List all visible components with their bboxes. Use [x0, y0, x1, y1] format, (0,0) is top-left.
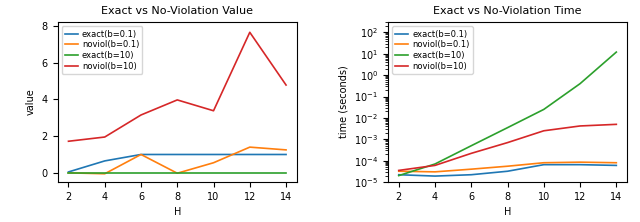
exact(b=10) — [65, 172, 72, 174]
exact(b=0.1) — [65, 170, 72, 173]
exact(b=10) — [576, 82, 584, 85]
noviol(b=0.1) — [395, 170, 403, 172]
exact(b=10) — [210, 172, 218, 174]
exact(b=10) — [467, 144, 475, 147]
exact(b=10) — [540, 108, 548, 111]
noviol(b=0.1) — [246, 146, 253, 149]
Title: Exact vs No-Violation Time: Exact vs No-Violation Time — [433, 6, 582, 16]
noviol(b=10) — [65, 140, 72, 143]
exact(b=0.1) — [395, 173, 403, 176]
noviol(b=10) — [282, 84, 290, 86]
Line: noviol(b=0.1): noviol(b=0.1) — [68, 147, 286, 174]
exact(b=0.1) — [137, 153, 145, 156]
exact(b=0.1) — [467, 173, 475, 176]
exact(b=0.1) — [504, 170, 511, 172]
noviol(b=0.1) — [101, 172, 109, 175]
exact(b=10) — [612, 51, 620, 54]
noviol(b=0.1) — [540, 161, 548, 164]
Line: noviol(b=10): noviol(b=10) — [68, 32, 286, 141]
Legend: exact(b=0.1), noviol(b=0.1), exact(b=10), noviol(b=10): exact(b=0.1), noviol(b=0.1), exact(b=10)… — [392, 26, 473, 74]
noviol(b=0.1) — [431, 170, 439, 173]
exact(b=0.1) — [101, 160, 109, 162]
X-axis label: H: H — [173, 207, 181, 217]
exact(b=10) — [137, 172, 145, 174]
exact(b=10) — [504, 126, 511, 129]
Line: noviol(b=0.1): noviol(b=0.1) — [399, 162, 616, 172]
noviol(b=10) — [210, 109, 218, 112]
noviol(b=0.1) — [504, 165, 511, 168]
exact(b=10) — [101, 172, 109, 174]
noviol(b=0.1) — [467, 168, 475, 170]
exact(b=0.1) — [210, 153, 218, 156]
Line: exact(b=0.1): exact(b=0.1) — [68, 155, 286, 172]
noviol(b=0.1) — [137, 153, 145, 156]
noviol(b=10) — [173, 99, 181, 101]
noviol(b=10) — [540, 129, 548, 132]
Line: exact(b=10): exact(b=10) — [399, 52, 616, 176]
Y-axis label: value: value — [26, 89, 36, 115]
noviol(b=10) — [467, 152, 475, 155]
noviol(b=10) — [576, 125, 584, 127]
Line: exact(b=0.1): exact(b=0.1) — [399, 165, 616, 176]
exact(b=10) — [246, 172, 253, 174]
exact(b=0.1) — [540, 163, 548, 166]
noviol(b=0.1) — [210, 161, 218, 164]
noviol(b=0.1) — [65, 172, 72, 174]
noviol(b=0.1) — [282, 149, 290, 151]
Y-axis label: time (seconds): time (seconds) — [339, 66, 348, 139]
exact(b=0.1) — [173, 153, 181, 156]
exact(b=0.1) — [612, 164, 620, 167]
exact(b=0.1) — [576, 163, 584, 166]
exact(b=0.1) — [282, 153, 290, 156]
exact(b=10) — [173, 172, 181, 174]
noviol(b=10) — [101, 136, 109, 138]
noviol(b=10) — [612, 123, 620, 126]
noviol(b=10) — [504, 141, 511, 144]
X-axis label: H: H — [504, 207, 511, 217]
noviol(b=0.1) — [576, 161, 584, 164]
exact(b=10) — [282, 172, 290, 174]
noviol(b=10) — [137, 114, 145, 116]
noviol(b=0.1) — [612, 161, 620, 164]
noviol(b=0.1) — [173, 172, 181, 174]
Line: noviol(b=10): noviol(b=10) — [399, 124, 616, 170]
exact(b=10) — [395, 174, 403, 177]
noviol(b=10) — [395, 169, 403, 172]
Legend: exact(b=0.1), noviol(b=0.1), exact(b=10), noviol(b=10): exact(b=0.1), noviol(b=0.1), exact(b=10)… — [62, 26, 143, 74]
noviol(b=10) — [431, 164, 439, 167]
Title: Exact vs No-Violation Value: Exact vs No-Violation Value — [101, 6, 253, 16]
exact(b=10) — [431, 163, 439, 165]
noviol(b=10) — [246, 31, 253, 34]
exact(b=0.1) — [246, 153, 253, 156]
exact(b=0.1) — [431, 175, 439, 177]
